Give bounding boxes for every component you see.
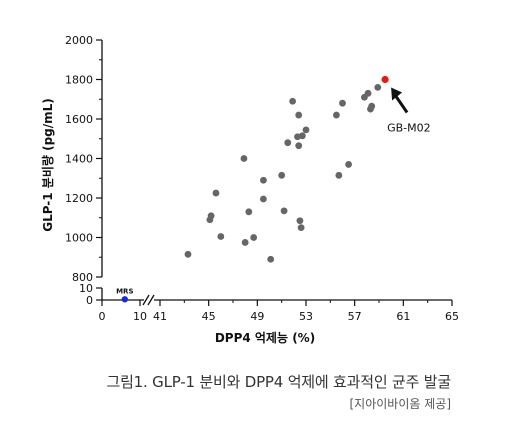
caption-source: [지아이바이옴 제공] xyxy=(349,397,452,411)
y-tick-label: 2000 xyxy=(65,34,93,47)
data-point xyxy=(241,239,249,246)
data-point xyxy=(374,84,382,91)
data-point xyxy=(295,111,303,119)
y-tick-label: 1200 xyxy=(65,192,93,205)
data-point xyxy=(296,217,304,225)
chart-marks xyxy=(121,75,389,303)
y-tick-label: 1600 xyxy=(65,113,93,126)
data-point xyxy=(295,142,303,150)
y-tick-label: 1800 xyxy=(65,74,93,87)
reference-point xyxy=(121,296,128,303)
y-tick-label: 10 xyxy=(79,282,93,295)
x-tick-label: 0 xyxy=(99,310,106,323)
data-point xyxy=(335,171,343,179)
y-tick-label: 1400 xyxy=(65,153,93,166)
data-point xyxy=(260,176,267,184)
caption-title: 그림1. GLP-1 분비와 DPP4 억제에 효과적인 균주 발굴 xyxy=(106,373,451,391)
reference-label: MRS xyxy=(116,287,133,295)
highlight-arrow-head xyxy=(391,87,403,101)
data-point xyxy=(298,132,306,140)
x-tick-label: 61 xyxy=(396,310,410,323)
data-point xyxy=(260,195,267,203)
x-axis-title: DPP4 억제능 (%) xyxy=(215,331,315,345)
x-tick-label: 10 xyxy=(133,310,147,323)
data-point xyxy=(278,171,286,179)
data-point xyxy=(302,126,310,134)
data-point xyxy=(280,207,288,215)
data-point xyxy=(289,97,297,105)
x-axis-break-mark xyxy=(142,294,150,306)
y-tick-label: 1000 xyxy=(65,232,93,245)
data-point xyxy=(245,208,253,216)
data-point xyxy=(339,99,346,107)
x-axis-break-mark xyxy=(147,294,155,306)
data-point xyxy=(297,224,305,232)
x-tick-label: 65 xyxy=(445,310,459,323)
figure-caption: 그림1. GLP-1 분비와 DPP4 억제에 효과적인 균주 발굴 [지아이바… xyxy=(106,371,451,412)
highlight-arrow xyxy=(394,95,409,114)
data-point xyxy=(333,111,340,119)
data-point xyxy=(184,250,192,258)
y-tick-label: 0 xyxy=(86,294,93,307)
x-tick-label: 49 xyxy=(250,310,264,323)
x-tick-label: 45 xyxy=(202,310,216,323)
data-point xyxy=(212,189,220,197)
x-tick-label: 41 xyxy=(153,310,167,323)
y-axis-title: GLP-1 분비량 (pg/mL) xyxy=(40,98,55,232)
data-point xyxy=(368,102,376,110)
x-tick-label: 53 xyxy=(299,310,313,323)
data-point xyxy=(217,233,225,240)
x-tick-label: 57 xyxy=(348,310,362,323)
highlight-point xyxy=(381,75,389,84)
y-tick-label: 800 xyxy=(72,271,93,284)
highlight-label: GB-M02 xyxy=(387,122,431,135)
data-point xyxy=(267,255,275,263)
data-point xyxy=(207,212,215,220)
data-point xyxy=(250,234,258,241)
data-point xyxy=(345,161,352,168)
data-point xyxy=(240,155,248,162)
data-point xyxy=(364,89,372,97)
data-point xyxy=(284,139,292,147)
chart-axes xyxy=(101,40,452,306)
chart-annotations: MRS GB-M02 xyxy=(116,87,431,295)
